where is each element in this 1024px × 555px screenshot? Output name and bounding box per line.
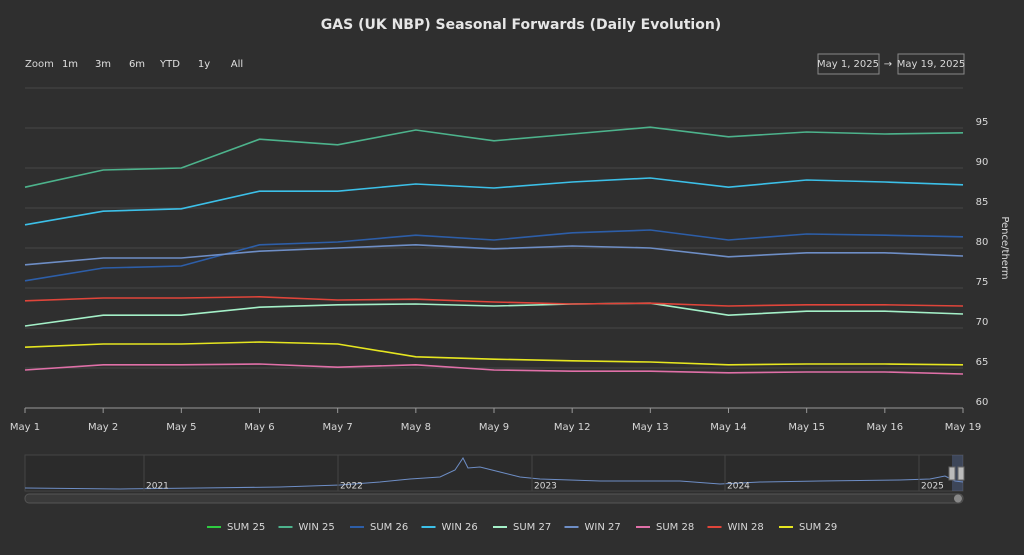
date-to-box[interactable] — [897, 53, 965, 75]
legend-label[interactable]: SUM 27 — [513, 522, 551, 533]
date-from[interactable]: May 1, 2025 — [817, 59, 879, 70]
date-arrow: → — [884, 59, 892, 70]
scrollbar[interactable] — [24, 493, 964, 504]
navigator-handle[interactable] — [957, 466, 965, 481]
series-line — [24, 341, 964, 366]
legend-label[interactable]: SUM 26 — [370, 522, 408, 533]
navigator-labels: 2021 2022 2023 2024 2025 — [143, 455, 944, 492]
scrollbar-thumb[interactable] — [954, 494, 962, 503]
x-tick-label: May 9 — [479, 422, 509, 433]
x-tick-label: May 15 — [788, 422, 825, 433]
x-tick-label: May 6 — [244, 422, 274, 433]
series-line — [24, 295, 964, 307]
zoom-button[interactable]: 1m — [62, 59, 78, 70]
x-tick-label: May 5 — [166, 422, 196, 433]
series-line — [24, 229, 964, 282]
legend-label[interactable]: WIN 27 — [585, 522, 621, 533]
x-tick-label: May 19 — [945, 422, 982, 433]
navigator-label: 2024 — [727, 482, 750, 492]
navigator[interactable] — [24, 454, 964, 492]
x-tick-label: May 13 — [632, 422, 669, 433]
y-tick-label: 75 — [976, 277, 989, 288]
navigator-label: 2021 — [146, 482, 169, 492]
x-tick-label: May 7 — [323, 422, 353, 433]
y-tick-label: 85 — [976, 197, 989, 208]
y-tick-label: 90 — [976, 157, 989, 168]
navigator-label: 2023 — [534, 482, 557, 492]
series-line — [24, 302, 964, 327]
date-to[interactable]: May 19, 2025 — [897, 59, 965, 70]
y-tick-label: 60 — [976, 397, 989, 408]
zoom-button[interactable]: 3m — [95, 59, 111, 70]
zoom-button[interactable]: 6m — [129, 59, 145, 70]
x-tick-label: May 16 — [867, 422, 904, 433]
zoom-buttons: 1m 3m 6m YTD 1y All — [62, 59, 243, 70]
legend-label[interactable]: WIN 25 — [299, 522, 335, 533]
y-tick-label: 95 — [976, 117, 989, 128]
y-axis-title: Pence/therm — [999, 216, 1010, 279]
chart-title: GAS (UK NBP) Seasonal Forwards (Daily Ev… — [321, 17, 721, 33]
legend-label[interactable]: SUM 28 — [656, 522, 694, 533]
x-tick-label: May 1 — [10, 422, 40, 433]
x-tick-label: May 2 — [88, 422, 118, 433]
legend-label[interactable]: SUM 29 — [799, 522, 837, 533]
date-from-box[interactable] — [817, 53, 880, 75]
series-line — [24, 363, 964, 375]
navigator-handle[interactable] — [948, 466, 956, 481]
navigator-label: 2022 — [340, 482, 363, 492]
y-tick-label: 80 — [976, 237, 989, 248]
legend-label[interactable]: SUM 25 — [227, 522, 265, 533]
y-tick-label: 65 — [976, 357, 989, 368]
zoom-label: Zoom — [25, 59, 54, 70]
zoom-button[interactable]: YTD — [159, 59, 180, 70]
x-tick-label: May 14 — [710, 422, 747, 433]
legend-label[interactable]: WIN 26 — [442, 522, 478, 533]
navigator-label: 2025 — [921, 482, 944, 492]
zoom-button[interactable]: All — [231, 59, 243, 70]
navigator-series — [24, 457, 964, 490]
x-tick-label: May 8 — [401, 422, 431, 433]
zoom-button[interactable]: 1y — [198, 59, 210, 70]
series-line — [24, 243, 964, 266]
y-tick-label: 70 — [976, 317, 989, 328]
x-tick-label: May 12 — [554, 422, 591, 433]
series-line — [24, 177, 964, 226]
series-line — [24, 126, 964, 188]
legend-label[interactable]: WIN 28 — [728, 522, 764, 533]
